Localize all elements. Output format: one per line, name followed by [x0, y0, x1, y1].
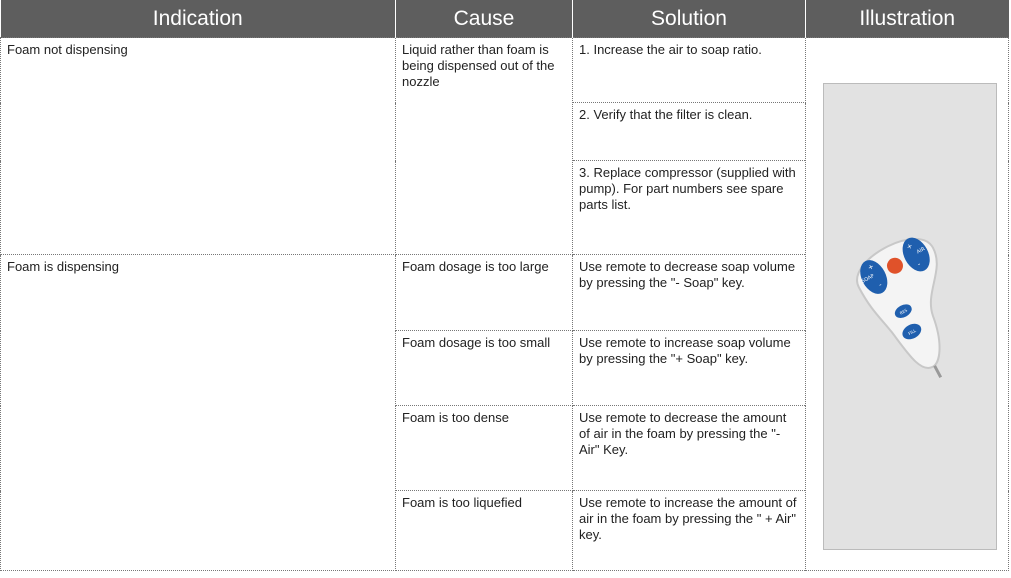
- solution: 1. Increase the air to soap ratio.: [572, 37, 806, 103]
- header-cell: Cause: [395, 0, 573, 38]
- cause: Liquid rather than foam is being dispens…: [395, 37, 573, 255]
- solution: 2. Verify that the filter is clean.: [572, 102, 806, 161]
- key-label: RES: [899, 307, 909, 315]
- key-sign: +: [866, 262, 875, 272]
- header-cell: Illustration: [805, 0, 1009, 38]
- header-cell: Indication: [0, 0, 396, 38]
- illustration-panel: SOAP AIR RES FILL + - + -: [823, 83, 997, 550]
- indication: Foam not dispensing: [0, 37, 396, 255]
- key-sign: +: [905, 242, 914, 252]
- indication: Foam is dispensing: [0, 254, 396, 571]
- key-label: AIR: [916, 246, 927, 255]
- solution: 3. Replace compressor (supplied with pum…: [572, 160, 806, 255]
- illustration-cell: SOAP AIR RES FILL + - + -: [805, 37, 1009, 571]
- cause: Foam dosage is too small: [395, 330, 573, 406]
- key-sign: -: [916, 260, 922, 268]
- key-sign: -: [877, 281, 883, 289]
- solution: Use remote to decrease the amount of air…: [572, 405, 806, 491]
- key-label: FILL: [907, 328, 917, 337]
- cause: Foam dosage is too large: [395, 254, 573, 331]
- cause: Foam is too liquefied: [395, 490, 573, 571]
- key-label: SOAP: [861, 273, 876, 285]
- solution: Use remote to increase soap volume by pr…: [572, 330, 806, 406]
- header-row: Indication Cause Solution Illustration: [0, 0, 1009, 38]
- solution: Use remote to decrease soap volume by pr…: [572, 254, 806, 331]
- header-cell: Solution: [572, 0, 806, 38]
- remote-illustration: SOAP AIR RES FILL + - + -: [856, 237, 943, 379]
- cause: Foam is too dense: [395, 405, 573, 491]
- solution: Use remote to increase the amount of air…: [572, 490, 806, 571]
